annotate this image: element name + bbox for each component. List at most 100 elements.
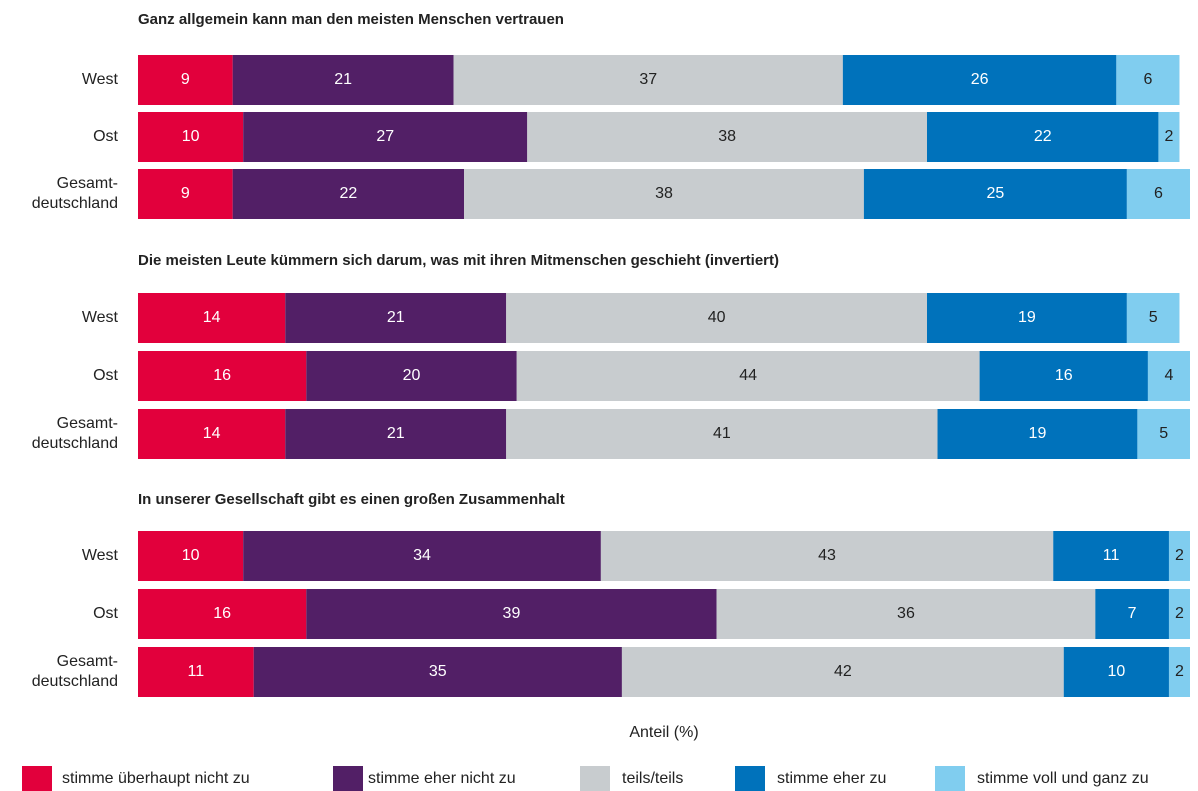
bar-segment	[138, 293, 286, 343]
category-label: Gesamt- deutschland	[31, 653, 118, 690]
legend-label: teils/teils	[622, 770, 683, 787]
value-label: 34	[413, 547, 431, 564]
bar-segment	[138, 112, 244, 162]
legend-swatch	[935, 766, 965, 791]
bar-segment	[1063, 647, 1169, 697]
bar-segment	[285, 293, 507, 343]
bar-segment	[138, 351, 307, 401]
value-label: 2	[1175, 547, 1184, 564]
bar-segment	[306, 589, 717, 639]
category-label: Ost	[93, 605, 118, 622]
value-label: 14	[203, 309, 221, 326]
legend-swatch	[580, 766, 610, 791]
category-label: Gesamt- deutschland	[31, 415, 118, 452]
bar-segment	[506, 293, 927, 343]
bar-segment	[253, 647, 622, 697]
bar-segment	[1116, 55, 1180, 105]
bar-segment	[716, 589, 1096, 639]
legend-swatch	[333, 766, 363, 791]
bar-segment	[138, 531, 244, 581]
value-label: 25	[986, 185, 1004, 202]
bar-segment	[1147, 351, 1190, 401]
bar-segment	[1168, 589, 1190, 639]
bar-segment	[600, 531, 1054, 581]
value-label: 10	[182, 128, 200, 145]
category-label: West	[81, 309, 118, 326]
value-label: 6	[1154, 185, 1163, 202]
bar-segment	[1126, 169, 1190, 219]
chart-title: Die meisten Leute kümmern sich darum, wa…	[138, 252, 779, 269]
bar-segment	[621, 647, 1064, 697]
value-label: 9	[181, 185, 190, 202]
bar-segment	[1168, 647, 1190, 697]
value-label: 10	[182, 547, 200, 564]
bar-segment	[1053, 531, 1169, 581]
value-label: 16	[213, 605, 231, 622]
value-label: 38	[718, 128, 736, 145]
value-label: 5	[1159, 425, 1168, 442]
bar-segment	[506, 409, 938, 459]
value-label: 44	[739, 367, 757, 384]
value-label: 6	[1143, 71, 1152, 88]
bar-segment	[243, 531, 601, 581]
value-label: 36	[897, 605, 915, 622]
category-label: Ost	[93, 128, 118, 145]
bar-segment	[138, 409, 286, 459]
value-label: 21	[387, 425, 405, 442]
value-label: 11	[1103, 547, 1120, 564]
value-label: 40	[708, 309, 726, 326]
bar-segment	[1095, 589, 1169, 639]
bar-segment	[306, 351, 517, 401]
bar-segment	[138, 647, 254, 697]
category-label: West	[81, 71, 118, 88]
value-label: 37	[639, 71, 657, 88]
value-label: 9	[181, 71, 190, 88]
legend-label: stimme eher zu	[777, 770, 886, 787]
bar-segment	[464, 169, 864, 219]
legend-swatch	[22, 766, 52, 791]
category-label: West	[81, 547, 118, 564]
bar-segment	[516, 351, 980, 401]
category-label: Ost	[93, 367, 118, 384]
chart-title: In unserer Gesellschaft gibt es einen gr…	[138, 491, 565, 508]
bar-segment	[1168, 531, 1190, 581]
value-label: 21	[387, 309, 405, 326]
value-label: 14	[203, 425, 221, 442]
value-label: 2	[1175, 663, 1184, 680]
legend-label: stimme eher nicht zu	[368, 770, 516, 787]
value-label: 19	[1029, 425, 1047, 442]
bar-segment	[243, 112, 528, 162]
legend-label: stimme überhaupt nicht zu	[62, 770, 250, 787]
value-label: 16	[213, 367, 231, 384]
bar-segment	[453, 55, 843, 105]
legend-label: stimme voll und ganz zu	[977, 770, 1149, 787]
value-label: 26	[971, 71, 989, 88]
value-label: 43	[818, 547, 836, 564]
bar-segment	[979, 351, 1148, 401]
value-label: 16	[1055, 367, 1073, 384]
value-label: 20	[403, 367, 421, 384]
category-label: Gesamt- deutschland	[31, 175, 118, 212]
value-label: 4	[1165, 367, 1174, 384]
chart-title: Ganz allgemein kann man den meisten Mens…	[138, 11, 564, 28]
value-label: 2	[1165, 128, 1174, 145]
bar-segment	[285, 409, 507, 459]
value-label: 39	[503, 605, 521, 622]
value-label: 11	[188, 663, 205, 680]
value-label: 10	[1107, 663, 1125, 680]
bar-segment	[842, 55, 1117, 105]
value-label: 19	[1018, 309, 1036, 326]
value-label: 22	[1034, 128, 1052, 145]
bar-segment	[863, 169, 1127, 219]
value-label: 38	[655, 185, 673, 202]
bar-segment	[138, 589, 307, 639]
value-label: 35	[429, 663, 447, 680]
value-label: 5	[1149, 309, 1158, 326]
bar-segment	[138, 169, 233, 219]
bar-segment	[1158, 112, 1180, 162]
value-label: 21	[334, 71, 352, 88]
value-label: 7	[1128, 605, 1137, 622]
bar-segment	[927, 293, 1127, 343]
x-axis-label: Anteil (%)	[629, 724, 698, 741]
